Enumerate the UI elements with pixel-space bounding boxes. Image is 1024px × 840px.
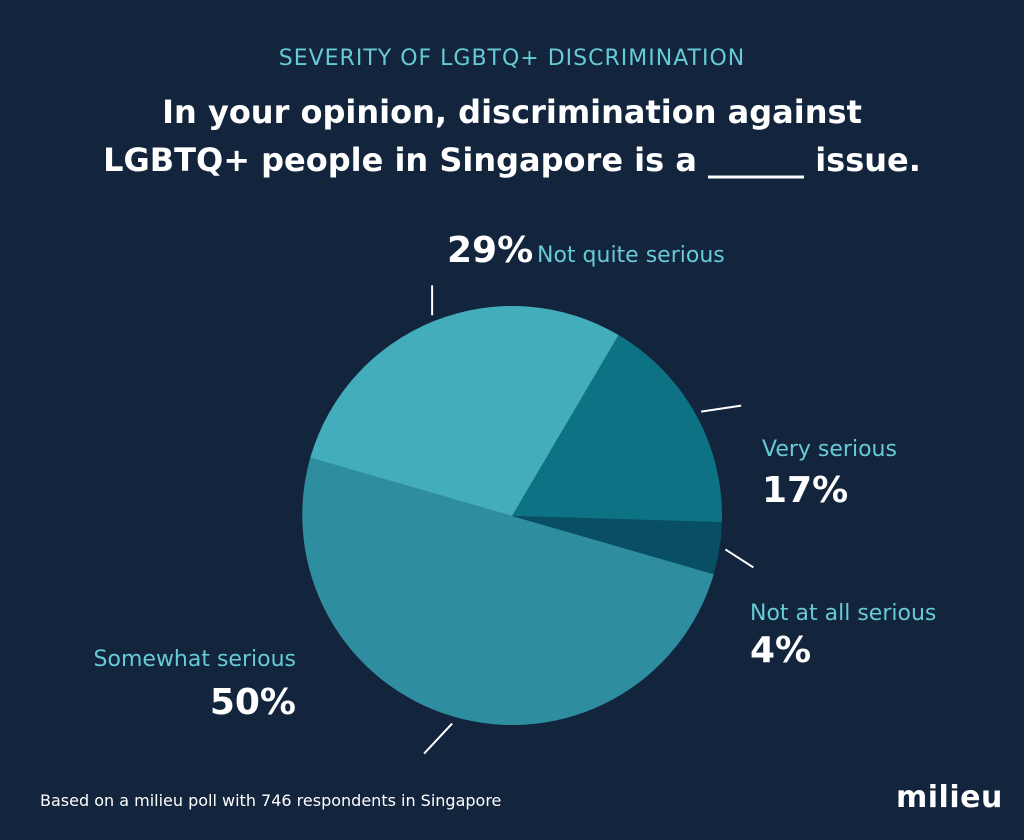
slice-value-label: 4% [750,630,811,671]
slice-category-label: Not at all serious [750,601,936,626]
leader-line [724,548,754,569]
slice-value-label: 29% [447,230,533,271]
slice-category-label: Very serious [762,437,897,462]
source-note: Based on a milieu poll with 746 responde… [40,791,502,810]
chart-subtitle: SEVERITY OF LGBTQ+ DISCRIMINATION [278,46,746,71]
slice-value-label: 17% [762,470,848,511]
slice-value-label: 50% [210,682,296,723]
leader-line [423,722,453,755]
chart-title: In your opinion, discrimination against … [103,93,921,179]
leader-line [700,404,742,413]
slice-category-label: Somewhat serious [94,647,296,672]
slice-somewhat-serious [302,457,714,726]
pie-slices [302,306,723,726]
slice-not-at-all-serious [512,516,722,575]
slice-category-label: Not quite serious [537,243,725,268]
slice-very-serious [512,335,723,523]
milieu-logo: milieu [896,780,1003,815]
leader-lines [423,285,754,755]
slice-not-quite-serious [310,306,619,516]
